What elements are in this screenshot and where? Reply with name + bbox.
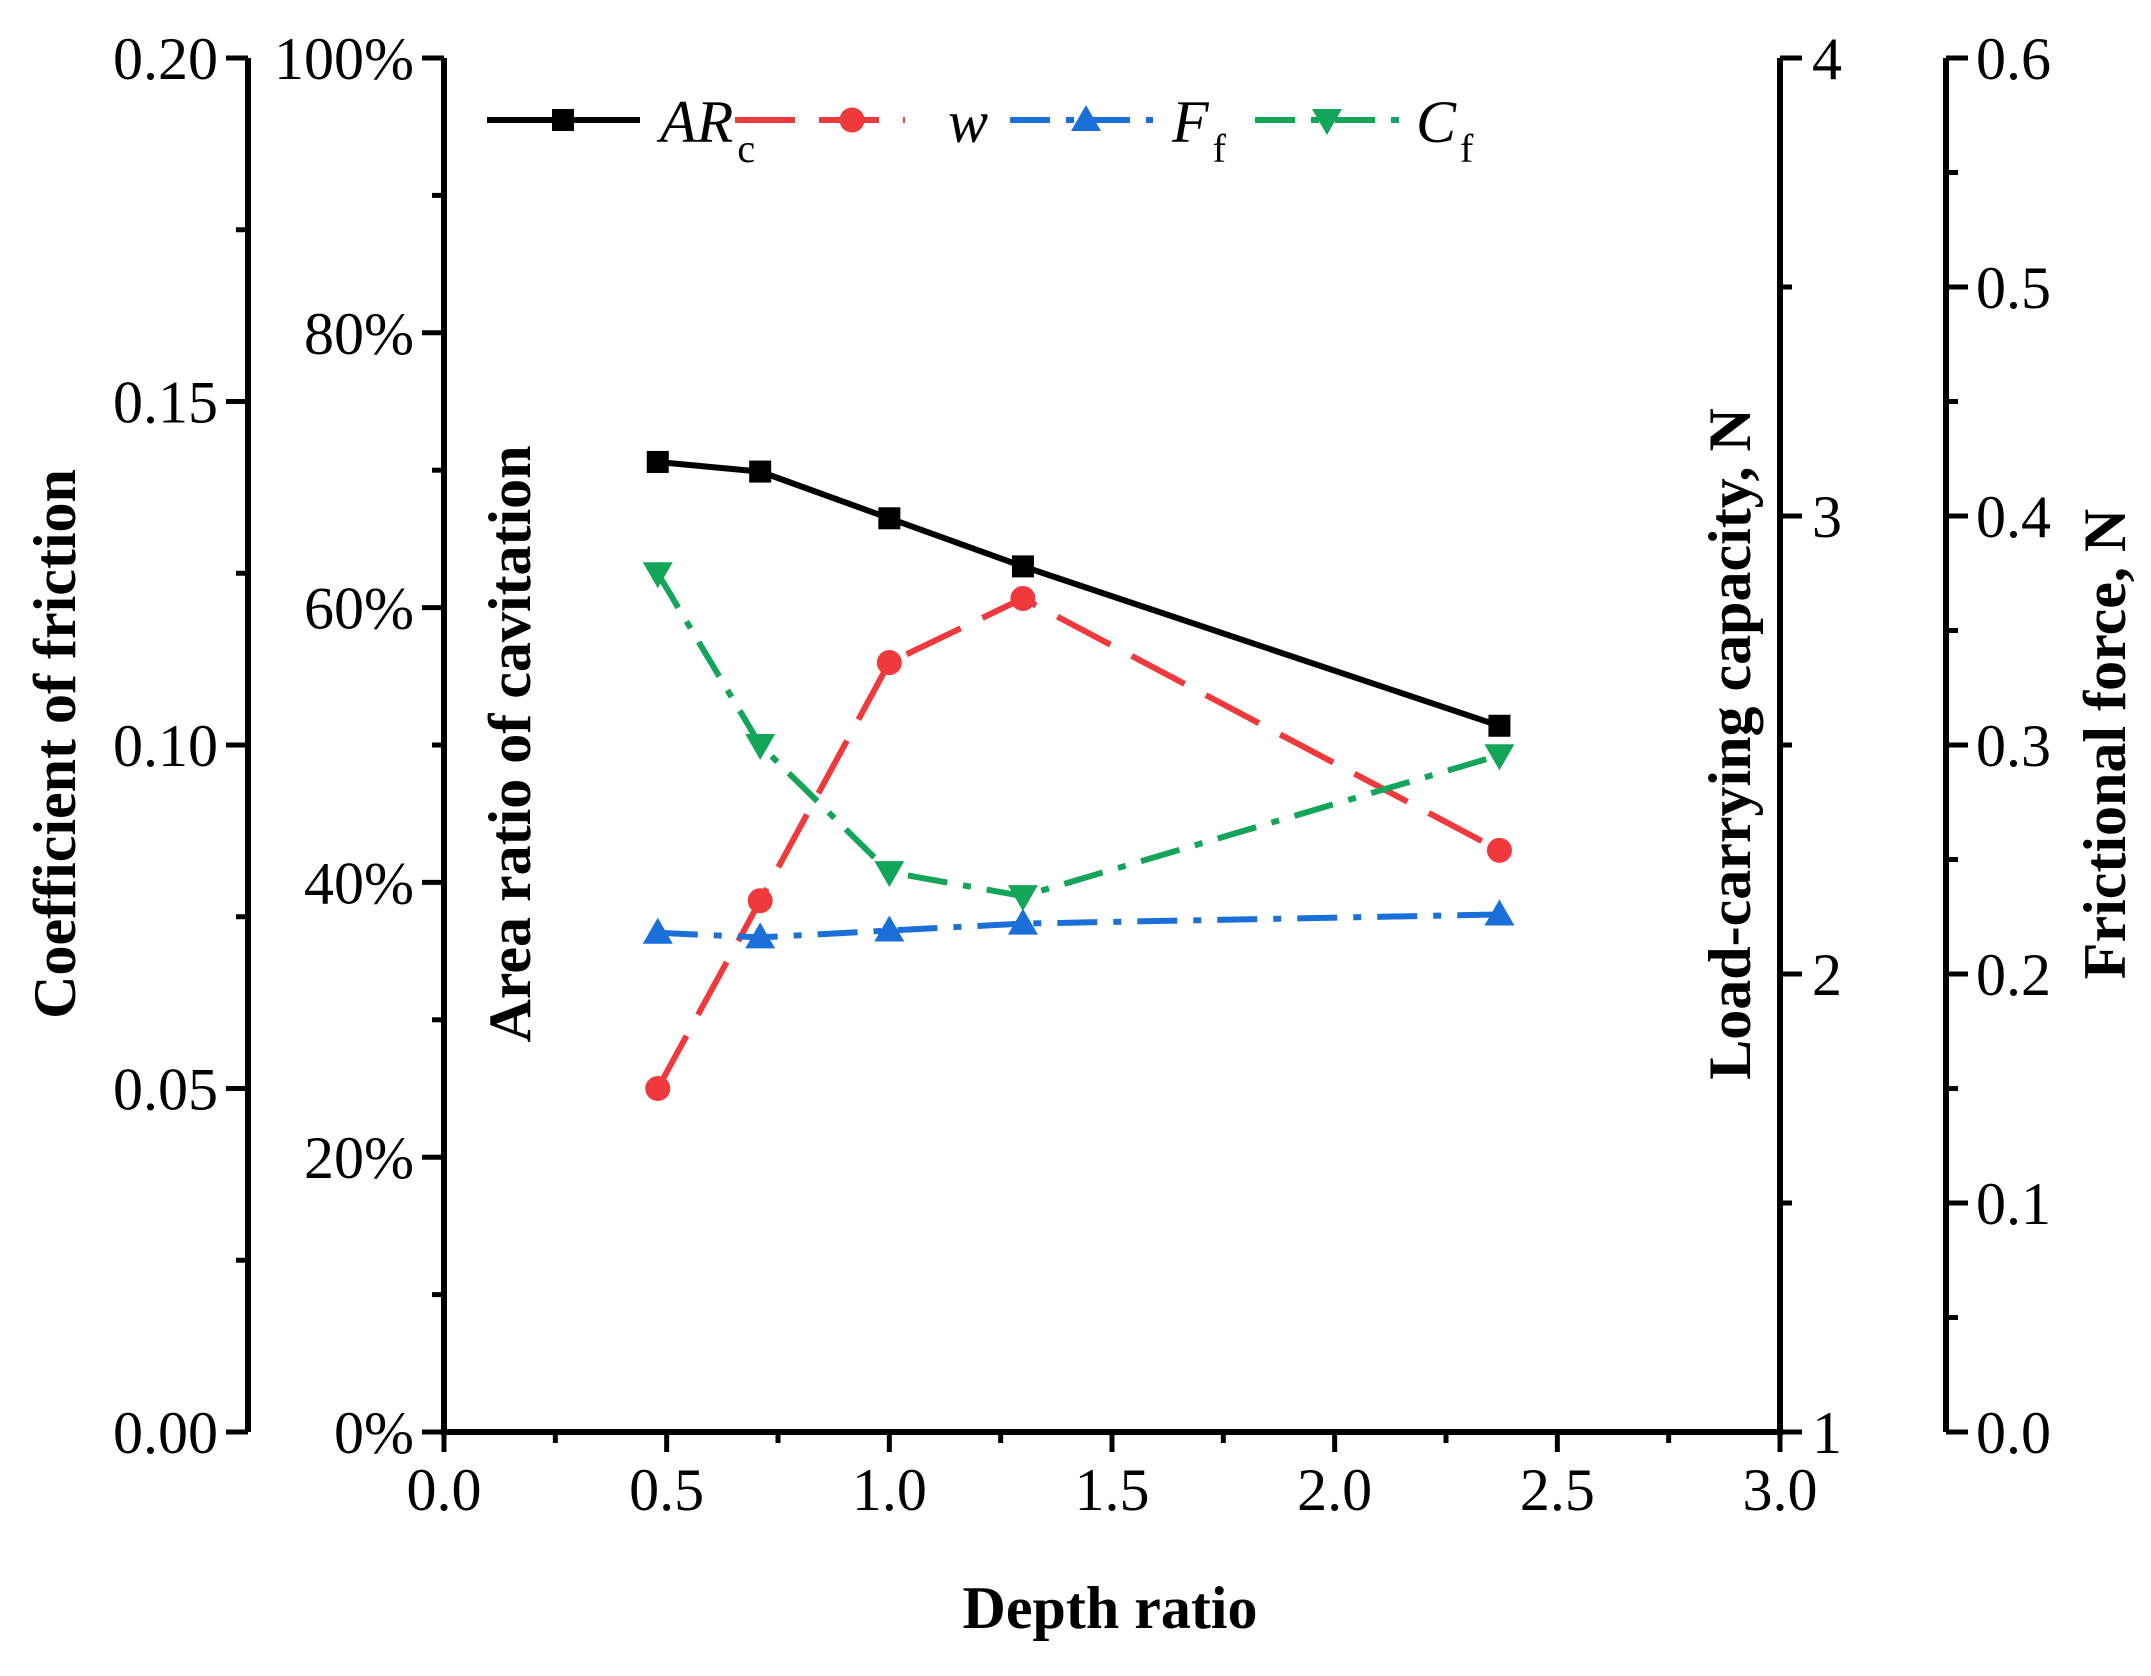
ff-axis-title: Frictional force, N xyxy=(2072,509,2138,979)
legend-label-subscript: c xyxy=(737,126,755,171)
ar-tick-label: 20% xyxy=(304,1125,414,1191)
series-line-w xyxy=(655,595,1501,1090)
axis-titles: Depth ratio Coefficient of friction Area… xyxy=(22,408,2138,1641)
series-line-cf xyxy=(655,571,1501,900)
data-point-w xyxy=(747,888,773,914)
data-point-cf xyxy=(874,861,905,888)
data-point-w xyxy=(1010,585,1036,611)
data-point-w xyxy=(645,1076,671,1101)
ar-tick-label: 40% xyxy=(304,850,414,916)
legend-marker-w xyxy=(839,107,865,133)
legend-item-w: w xyxy=(735,89,988,155)
data-point-cf xyxy=(642,562,673,589)
data-point-w xyxy=(1486,837,1512,863)
ff-tick-label: 0.3 xyxy=(1976,713,2051,779)
series-w xyxy=(645,585,1512,1101)
ar-tick-label: 0% xyxy=(334,1400,414,1466)
cf-tick-label: 0.10 xyxy=(113,713,218,779)
cf-tick-label: 0.20 xyxy=(113,26,218,92)
x-tick-label: 3.0 xyxy=(1743,1457,1818,1523)
series-line-arc xyxy=(657,459,1501,729)
series-layer xyxy=(642,450,1515,1101)
series-cf xyxy=(642,562,1515,912)
x-axis-title: Depth ratio xyxy=(963,1575,1258,1641)
series-ff xyxy=(642,899,1515,949)
data-point-w xyxy=(876,650,902,676)
w-tick-label: 2 xyxy=(1812,942,1842,1008)
ff-tick-label: 0.0 xyxy=(1976,1400,2051,1466)
data-point-arc xyxy=(749,460,772,483)
w-tick-label: 3 xyxy=(1812,484,1842,550)
data-point-arc xyxy=(1011,555,1034,578)
legend-marker-arc xyxy=(552,109,574,131)
cf-tick-label: 0.05 xyxy=(113,1057,218,1123)
series-line-ff xyxy=(657,911,1500,941)
ar-tick-label: 80% xyxy=(304,301,414,367)
data-point-ff xyxy=(1007,908,1038,935)
data-point-arc xyxy=(878,507,901,530)
ff-tick-label: 0.4 xyxy=(1976,484,2051,550)
series-arc xyxy=(646,450,1511,737)
x-tick-label: 0.5 xyxy=(629,1457,704,1523)
data-point-ff xyxy=(745,922,776,949)
data-point-ff xyxy=(1484,899,1515,926)
legend-marker-cf xyxy=(1312,109,1342,135)
x-tick-label: 0.0 xyxy=(407,1457,482,1523)
data-point-ff xyxy=(874,915,905,942)
cf-tick-label: 0.15 xyxy=(113,370,218,436)
ar-tick-label: 60% xyxy=(304,576,414,642)
ff-tick-label: 0.6 xyxy=(1976,26,2051,92)
legend-label-w: w xyxy=(948,89,988,155)
legend-item-arc: AR c xyxy=(487,89,755,171)
ar-axis-title: Area ratio of cavitation xyxy=(477,445,543,1042)
axes-layer: 0.0 0.5 1.0 1.5 2.0 2.5 3.0 0.00 0.05 0.10 0.15 0.2… xyxy=(113,26,2051,1523)
x-tick-label: 1.5 xyxy=(1075,1457,1150,1523)
legend-label-subscript: f xyxy=(1213,126,1227,171)
legend-marker-ff xyxy=(1071,105,1101,131)
legend-label-subscript: f xyxy=(1460,126,1474,171)
data-point-cf xyxy=(745,734,776,760)
x-tick-label: 2.5 xyxy=(1520,1457,1595,1523)
ar-tick-label: 100% xyxy=(274,26,414,92)
cf-tick-label: 0.00 xyxy=(113,1400,218,1466)
w-tick-label: 1 xyxy=(1812,1400,1842,1466)
w-tick-label: 4 xyxy=(1812,26,1842,92)
x-tick-label: 2.0 xyxy=(1297,1457,1372,1523)
data-point-cf xyxy=(1007,885,1038,912)
ff-tick-label: 0.5 xyxy=(1976,255,2051,321)
data-point-cf xyxy=(1484,744,1515,771)
ff-tick-label: 0.1 xyxy=(1976,1171,2051,1237)
data-point-ff xyxy=(642,917,673,944)
data-point-arc xyxy=(646,450,669,473)
cf-axis-title: Coefficient of friction xyxy=(22,469,88,1019)
ff-tick-label: 0.2 xyxy=(1976,942,2051,1008)
legend-label-arc: AR c xyxy=(656,89,755,171)
data-point-arc xyxy=(1488,714,1511,737)
x-tick-label: 1.0 xyxy=(852,1457,927,1523)
w-axis-title: Load-carrying capacity, N xyxy=(1697,408,1763,1080)
